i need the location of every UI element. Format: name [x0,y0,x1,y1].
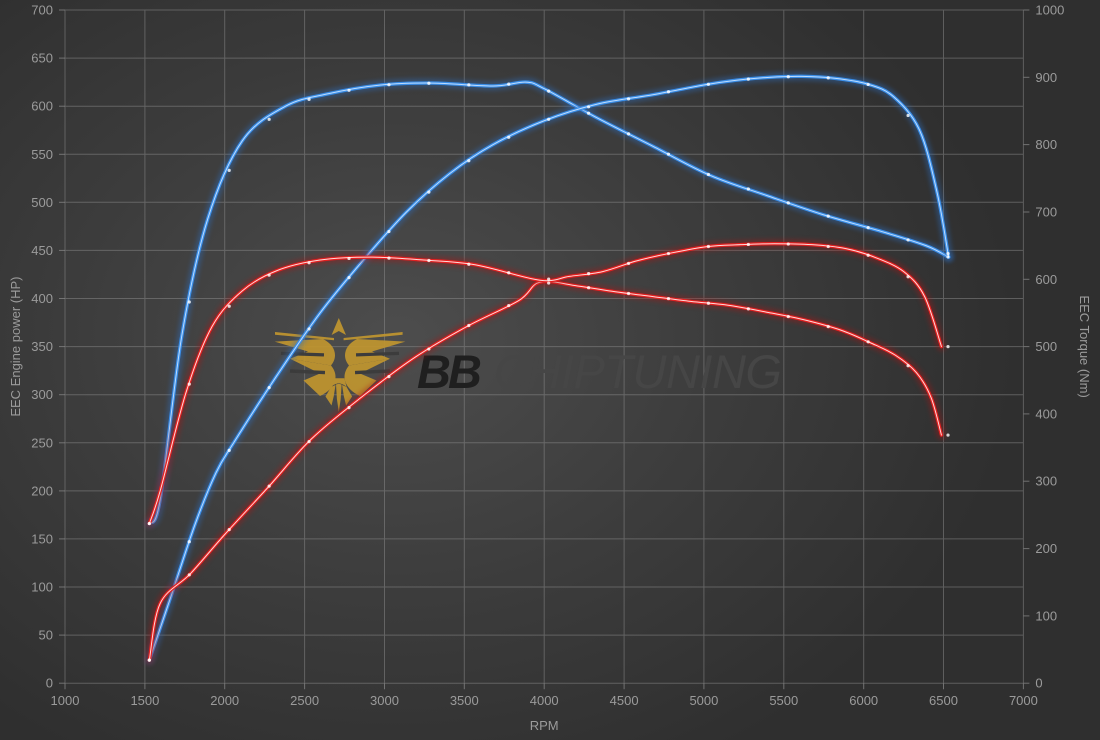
svg-text:4500: 4500 [610,693,639,708]
svg-text:100: 100 [1035,608,1057,623]
svg-text:800: 800 [1035,137,1057,152]
svg-text:450: 450 [31,243,53,258]
svg-text:650: 650 [31,51,53,66]
svg-text:5500: 5500 [769,693,798,708]
svg-text:200: 200 [31,483,53,498]
svg-text:900: 900 [1035,70,1057,85]
svg-text:0: 0 [1035,676,1042,691]
svg-text:500: 500 [31,195,53,210]
svg-text:RPM: RPM [530,718,559,733]
svg-text:CHIPTUNING: CHIPTUNING [494,345,781,398]
svg-text:EEC Torque (Nm): EEC Torque (Nm) [1077,295,1092,397]
svg-text:4000: 4000 [530,693,559,708]
svg-text:5000: 5000 [689,693,718,708]
svg-text:7000: 7000 [1009,693,1038,708]
svg-text:6500: 6500 [929,693,958,708]
svg-text:600: 600 [1035,272,1057,287]
svg-text:700: 700 [1035,205,1057,220]
svg-text:300: 300 [31,387,53,402]
svg-text:50: 50 [39,628,53,643]
svg-text:400: 400 [31,291,53,306]
svg-text:EEC Engine power (HP): EEC Engine power (HP) [8,277,23,417]
svg-text:200: 200 [1035,541,1057,556]
svg-text:3000: 3000 [370,693,399,708]
svg-text:3500: 3500 [450,693,479,708]
svg-text:2000: 2000 [210,693,239,708]
svg-text:350: 350 [31,339,53,354]
svg-text:150: 150 [31,531,53,546]
svg-text:300: 300 [1035,474,1057,489]
svg-text:1500: 1500 [130,693,159,708]
svg-text:1000: 1000 [51,693,80,708]
svg-text:2500: 2500 [290,693,319,708]
svg-text:500: 500 [1035,339,1057,354]
svg-text:600: 600 [31,99,53,114]
svg-text:1000: 1000 [1035,3,1064,18]
svg-text:100: 100 [31,580,53,595]
svg-text:6000: 6000 [849,693,878,708]
svg-text:400: 400 [1035,406,1057,421]
svg-text:0: 0 [46,676,53,691]
svg-text:700: 700 [31,3,53,18]
svg-text:550: 550 [31,147,53,162]
svg-text:250: 250 [31,435,53,450]
